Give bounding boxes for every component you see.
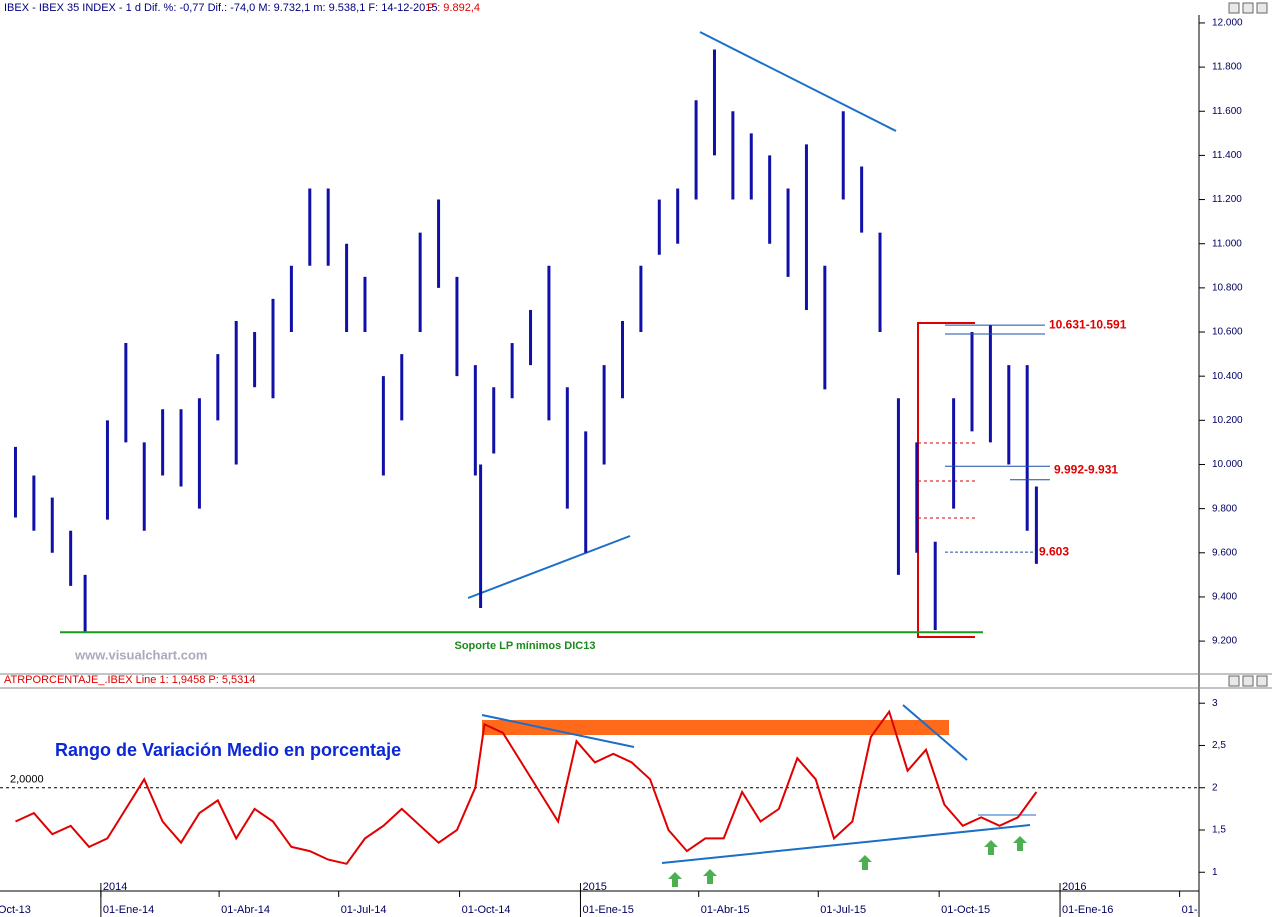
x-tick-label: 01-Abr-15 [701, 904, 750, 916]
reference-label: 2,0000 [10, 774, 44, 786]
button[interactable] [1256, 675, 1268, 687]
y-tick-label: 12.000 [1212, 18, 1243, 29]
y-tick-label: 9.400 [1212, 592, 1237, 603]
atr-line [15, 709, 1038, 865]
x-tick-label: 01-Jul-15 [820, 904, 866, 916]
y-tick-label: 10.000 [1212, 459, 1243, 470]
y-tick-label: 11.400 [1212, 150, 1242, 161]
y-tick-label: 9.200 [1212, 636, 1237, 647]
y-tick-label: 1 [1212, 867, 1218, 878]
y-tick-label: 2,5 [1212, 740, 1226, 751]
year-label: 2015 [582, 881, 606, 893]
arrows [668, 836, 1027, 887]
x-tick-label: 01-Ene-14 [103, 904, 154, 916]
panel-annotation: Rango de Variación Medio en porcentaje [55, 740, 401, 760]
x-tick-label: 01-Oct-13 [0, 904, 31, 916]
y-tick-label: 3 [1212, 698, 1218, 709]
up-arrow [668, 872, 682, 887]
year-label: 2016 [1062, 881, 1086, 893]
button[interactable] [1228, 2, 1240, 14]
trend-line [902, 704, 968, 761]
button[interactable] [1256, 2, 1268, 14]
x-tick-label: 01-Abr-14 [221, 904, 270, 916]
button[interactable] [1228, 675, 1240, 687]
y-tick-label: 10.400 [1212, 371, 1243, 382]
chart-subtitle: P : 9.892,4 [427, 2, 480, 14]
trend-line [481, 714, 635, 748]
y-tick-label: 10.800 [1212, 283, 1243, 294]
y-tick-label: 11.800 [1212, 62, 1242, 73]
y-tick-label: 11.000 [1212, 238, 1242, 249]
trend-line [661, 824, 1031, 864]
x-tick-label: 01-Oct-15 [941, 904, 990, 916]
y-tick-label: 11.600 [1212, 106, 1242, 117]
y-tick-label: 11.200 [1212, 194, 1242, 205]
x-tick-label: 01-Ene-15 [582, 904, 633, 916]
level-label: 9.603 [1039, 544, 1069, 558]
trend-line [699, 31, 897, 132]
level-label: 10.631-10.591 [1049, 317, 1127, 331]
orange-zone [482, 720, 949, 735]
up-arrow [703, 869, 717, 884]
y-tick-label: 10.600 [1212, 327, 1243, 338]
x-tick-label: 01-Oct-14 [462, 904, 511, 916]
y-tick-label: 1,5 [1212, 825, 1226, 836]
up-arrow [984, 840, 998, 855]
year-label: 2014 [103, 881, 127, 893]
level-label: 9.992-9.931 [1054, 462, 1118, 476]
support-label: Soporte LP mínimos DIC13 [455, 640, 596, 652]
plot-area: 10.631-10.591 9.992-9.931 9.603 Soporte LP … [0, 49, 1231, 917]
y-tick-label: 2 [1212, 782, 1218, 793]
x-tick-label: 01-Jul-14 [341, 904, 387, 916]
watermark: www.visualchart.com [74, 647, 207, 662]
y-tick-label: 9.600 [1212, 547, 1237, 558]
panel-title: ATRPORCENTAJE_.IBEX Line 1: 1,9458 P: 5,… [4, 674, 256, 686]
y-tick-label: 9.800 [1212, 503, 1237, 514]
x-tick-label: 01-Ene-16 [1062, 904, 1113, 916]
y-tick-label: 10.200 [1212, 415, 1243, 426]
up-arrow [1013, 836, 1027, 851]
x-tick-label: 01-Abr-16 [1182, 904, 1231, 916]
trend-line [467, 535, 631, 599]
window-buttons [1228, 2, 1268, 687]
chart-title: IBEX - IBEX 35 INDEX - 1 d Dif. %: -0,77… [4, 2, 437, 14]
button[interactable] [1242, 675, 1254, 687]
button[interactable] [1242, 2, 1254, 14]
up-arrow [858, 855, 872, 870]
